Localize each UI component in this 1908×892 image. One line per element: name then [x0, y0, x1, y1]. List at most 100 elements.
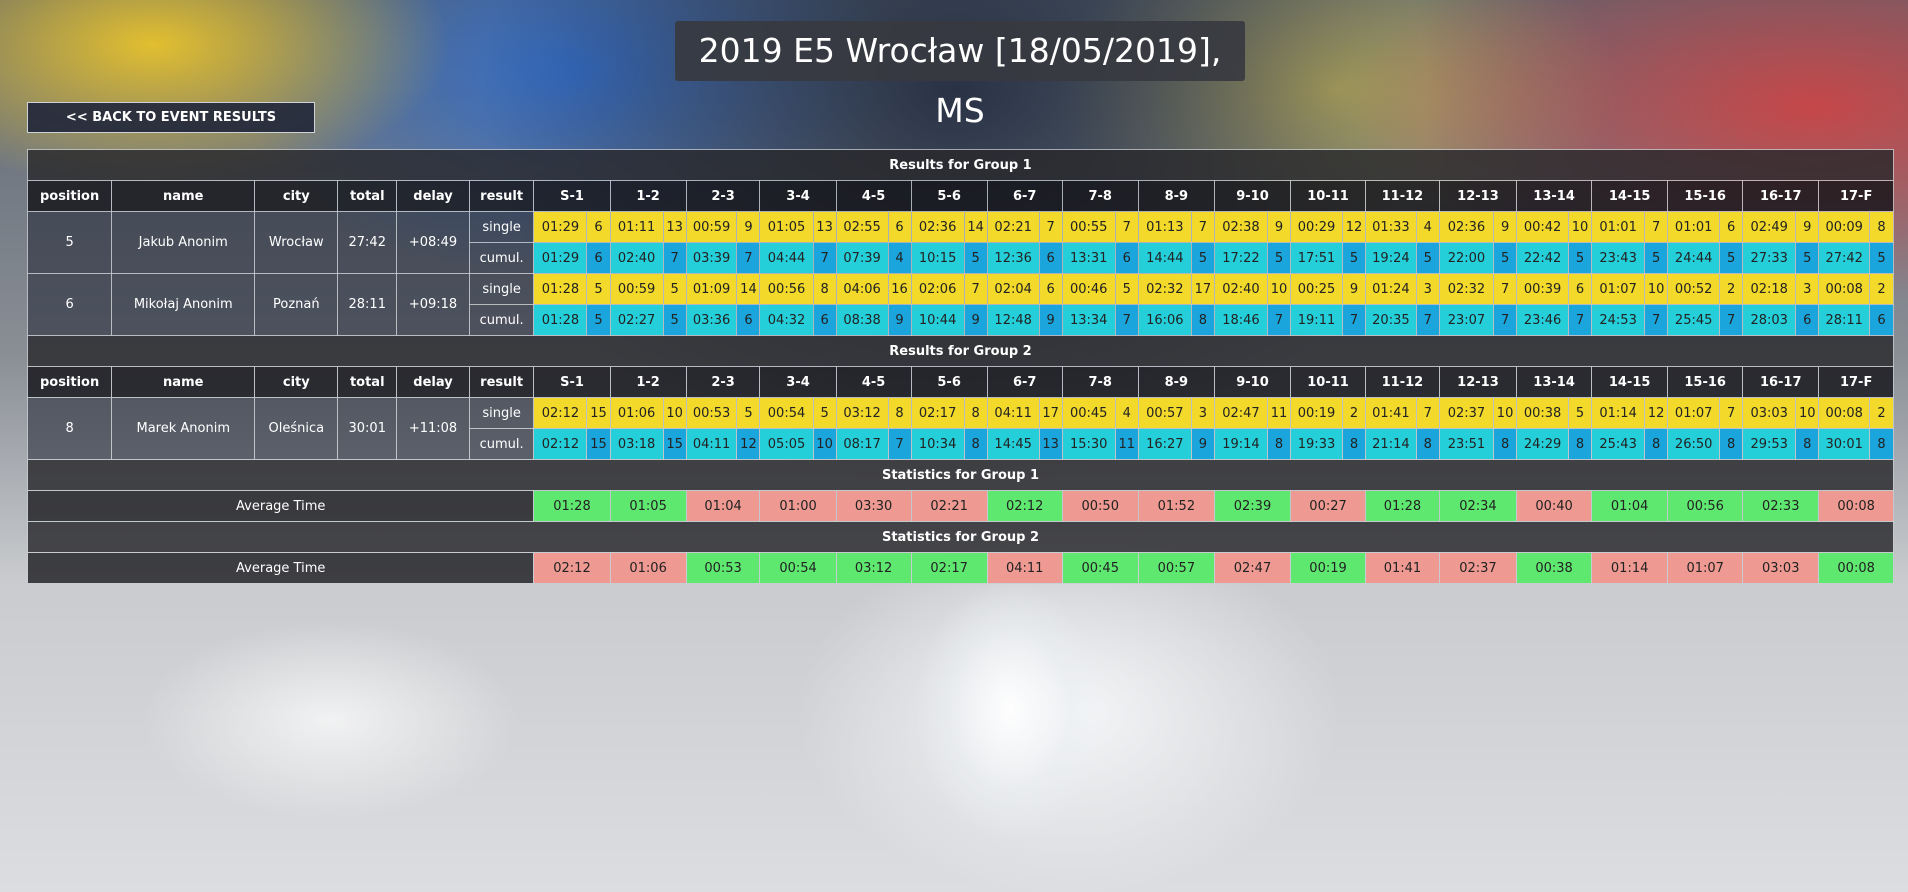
- column-header-leg[interactable]: 8-9: [1137, 366, 1215, 398]
- runner-name[interactable]: Mikołaj Anonim: [111, 273, 256, 336]
- cumul-split-place: 6: [1869, 304, 1894, 336]
- average-time-value: 04:11: [986, 552, 1063, 584]
- column-header-leg[interactable]: 6-7: [986, 180, 1063, 212]
- column-header-delay: delay: [396, 366, 470, 398]
- cumul-split-time: 22:00: [1438, 242, 1495, 274]
- column-header-leg[interactable]: 3-4: [759, 366, 837, 398]
- average-time-value: 00:27: [1290, 490, 1367, 522]
- single-split-place: 17: [1190, 273, 1215, 305]
- single-split-time: 02:36: [1438, 211, 1495, 243]
- single-split-time: 02:37: [1438, 397, 1495, 429]
- cumul-split-place: 8: [1719, 428, 1744, 460]
- cumul-split-time: 02:40: [609, 242, 664, 274]
- column-header-leg[interactable]: 12-13: [1438, 180, 1518, 212]
- single-split-time: 02:32: [1438, 273, 1495, 305]
- single-split-place: 7: [963, 273, 988, 305]
- single-split-time: 00:25: [1290, 273, 1343, 305]
- column-header-leg[interactable]: 14-15: [1591, 180, 1669, 212]
- single-split-time: 00:52: [1667, 273, 1721, 305]
- single-split-time: 01:33: [1365, 211, 1417, 243]
- column-header-leg[interactable]: 2-3: [685, 180, 761, 212]
- column-header-leg[interactable]: 1-2: [609, 180, 687, 212]
- average-time-value: 00:56: [1667, 490, 1744, 522]
- runner-total: 30:01: [337, 397, 398, 460]
- cumul-split-time: 01:29: [533, 242, 588, 274]
- runner-position: 6: [26, 273, 113, 336]
- column-header-leg[interactable]: 16-17: [1742, 366, 1820, 398]
- column-header-leg[interactable]: 17-F: [1818, 180, 1894, 212]
- single-split-time: 02:12: [533, 397, 588, 429]
- runner-position: 5: [26, 211, 113, 274]
- column-header-leg[interactable]: S-1: [533, 180, 611, 212]
- column-header-position: position: [26, 180, 113, 212]
- cumul-split-time: 17:22: [1213, 242, 1268, 274]
- runner-name[interactable]: Marek Anonim: [111, 397, 256, 460]
- column-header-leg[interactable]: 10-11: [1290, 366, 1367, 398]
- single-split-time: 02:18: [1742, 273, 1797, 305]
- back-to-event-results-button[interactable]: << BACK TO EVENT RESULTS: [27, 102, 315, 133]
- single-split-time: 01:28: [533, 273, 588, 305]
- cumul-split-place: 5: [1493, 242, 1518, 274]
- single-split-place: 10: [1266, 273, 1292, 305]
- column-header-leg[interactable]: 10-11: [1290, 180, 1367, 212]
- column-header-leg[interactable]: 15-16: [1667, 366, 1744, 398]
- column-header-leg[interactable]: 12-13: [1438, 366, 1518, 398]
- column-header-leg[interactable]: 11-12: [1365, 180, 1440, 212]
- column-header-leg[interactable]: 2-3: [685, 366, 761, 398]
- column-header-leg[interactable]: 13-14: [1516, 180, 1593, 212]
- column-header-leg[interactable]: 1-2: [609, 366, 687, 398]
- single-split-place: 6: [1038, 273, 1063, 305]
- cumul-split-place: 5: [1568, 242, 1593, 274]
- single-split-time: 01:01: [1591, 211, 1646, 243]
- column-header-leg[interactable]: 4-5: [835, 180, 912, 212]
- column-header-leg[interactable]: 5-6: [910, 366, 988, 398]
- cumul-split-time: 24:44: [1667, 242, 1721, 274]
- column-header-leg[interactable]: 13-14: [1516, 366, 1593, 398]
- column-header-leg[interactable]: 14-15: [1591, 366, 1669, 398]
- column-header-leg[interactable]: 4-5: [835, 366, 912, 398]
- average-time-value: 01:04: [1591, 490, 1669, 522]
- cumul-split-time: 05:05: [759, 428, 814, 460]
- single-split-time: 00:57: [1137, 397, 1192, 429]
- single-split-place: 6: [1568, 273, 1593, 305]
- column-header-leg[interactable]: 11-12: [1365, 366, 1440, 398]
- cumul-split-time: 13:34: [1061, 304, 1116, 336]
- cumul-split-time: 19:33: [1290, 428, 1343, 460]
- single-split-place: 7: [1493, 273, 1518, 305]
- single-split-place: 12: [1341, 211, 1367, 243]
- cumul-split-time: 28:11: [1818, 304, 1871, 336]
- column-header-leg[interactable]: 9-10: [1213, 366, 1292, 398]
- column-header-leg[interactable]: 6-7: [986, 366, 1063, 398]
- average-time-value: 00:45: [1061, 552, 1139, 584]
- column-header-leg[interactable]: 9-10: [1213, 180, 1292, 212]
- single-split-place: 4: [1415, 211, 1440, 243]
- runner-name[interactable]: Jakub Anonim: [111, 211, 256, 274]
- column-header-position: position: [26, 366, 113, 398]
- column-header-leg[interactable]: 5-6: [910, 180, 988, 212]
- single-split-place: 10: [1493, 397, 1518, 429]
- average-time-value: 01:41: [1365, 552, 1440, 584]
- column-header-city: city: [254, 180, 339, 212]
- column-header-leg[interactable]: 8-9: [1137, 180, 1215, 212]
- average-time-value: 00:08: [1818, 552, 1894, 584]
- results-table: Results for Group 1 position name city total…: [26, 149, 1894, 584]
- average-time-value: 01:06: [609, 552, 687, 584]
- single-split-time: 00:54: [759, 397, 814, 429]
- background-blur: [140, 620, 520, 820]
- column-header-leg[interactable]: S-1: [533, 366, 611, 398]
- cumul-split-place: 8: [1644, 428, 1669, 460]
- column-header-leg[interactable]: 17-F: [1818, 366, 1894, 398]
- single-split-time: 02:17: [910, 397, 965, 429]
- column-header-leg[interactable]: 7-8: [1061, 366, 1139, 398]
- column-header-leg[interactable]: 16-17: [1742, 180, 1820, 212]
- average-time-value: 01:05: [609, 490, 687, 522]
- column-header-leg[interactable]: 3-4: [759, 180, 837, 212]
- column-header-leg[interactable]: 7-8: [1061, 180, 1139, 212]
- cumul-split-place: 7: [887, 428, 912, 460]
- cumul-split-place: 4: [887, 242, 912, 274]
- cumul-split-time: 10:44: [910, 304, 965, 336]
- cumul-split-place: 7: [1493, 304, 1518, 336]
- column-header-leg[interactable]: 15-16: [1667, 180, 1744, 212]
- result-type-label: cumul.: [468, 428, 535, 460]
- group-heading: Results for Group 1: [27, 149, 1894, 181]
